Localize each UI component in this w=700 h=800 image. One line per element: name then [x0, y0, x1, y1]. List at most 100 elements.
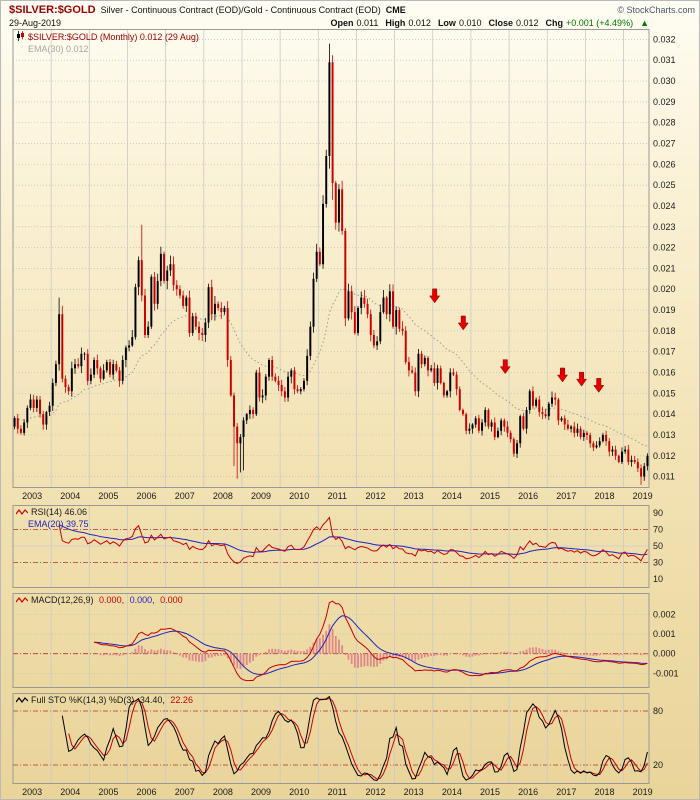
svg-text:0.024: 0.024: [653, 201, 676, 211]
svg-text:-0.001: -0.001: [653, 668, 679, 678]
svg-text:0.012: 0.012: [653, 451, 676, 461]
svg-text:2003: 2003: [22, 491, 42, 501]
svg-text:2006: 2006: [137, 787, 157, 797]
svg-text:2005: 2005: [98, 787, 118, 797]
svg-text:2009: 2009: [251, 491, 271, 501]
close-label: Close: [488, 18, 513, 28]
svg-text:2010: 2010: [289, 491, 309, 501]
svg-text:2005: 2005: [98, 491, 118, 501]
svg-text:2004: 2004: [60, 491, 80, 501]
macd-value-1: 0.000,: [99, 595, 125, 605]
svg-text:2012: 2012: [366, 491, 386, 501]
svg-text:2013: 2013: [404, 491, 424, 501]
chg-label: Chg: [545, 18, 564, 28]
svg-text:0.001: 0.001: [653, 629, 676, 639]
svg-text:2010: 2010: [289, 787, 309, 797]
svg-text:0.020: 0.020: [653, 284, 676, 294]
svg-text:10: 10: [653, 574, 663, 584]
svg-text:2014: 2014: [442, 491, 462, 501]
symbol-description: Silver - Continuous Contract (EOD)/Gold …: [100, 5, 381, 15]
low-value: 0.010: [458, 18, 482, 28]
svg-text:2006: 2006: [137, 491, 157, 501]
svg-text:20: 20: [653, 760, 663, 770]
rsi-legend: RSI(14) 46.06 EMA(20) 39.75: [15, 507, 89, 530]
rsi-legend-title: RSI(14) 46.06: [31, 507, 88, 517]
svg-text:2009: 2009: [251, 787, 271, 797]
svg-text:2012: 2012: [366, 787, 386, 797]
svg-text:2017: 2017: [556, 491, 576, 501]
rsi-line-icon: [15, 508, 29, 519]
open-label: Open: [330, 18, 354, 28]
macd-value-2: 0.000,: [129, 595, 155, 605]
svg-text:0.002: 0.002: [653, 610, 676, 620]
svg-text:0.031: 0.031: [653, 55, 676, 65]
svg-text:2014: 2014: [442, 787, 462, 797]
svg-text:2018: 2018: [594, 491, 614, 501]
rsi-ema-legend: EMA(20) 39.75: [28, 519, 89, 529]
svg-text:2003: 2003: [22, 787, 42, 797]
macd-panel: 0.002 0.001 0.000 -0.001: [12, 593, 679, 688]
svg-text:0.027: 0.027: [653, 139, 676, 149]
svg-text:0.021: 0.021: [653, 263, 676, 273]
svg-text:0.029: 0.029: [653, 97, 676, 107]
stochastic-panel: 2003 2004 2005 2006 2007 2008 2009 2010 2011 2012…: [12, 693, 663, 797]
svg-text:0.000: 0.000: [653, 649, 676, 659]
stochastic-k-value: 34.40,: [139, 695, 165, 705]
svg-text:0.032: 0.032: [653, 34, 676, 44]
svg-text:70: 70: [653, 525, 663, 535]
svg-text:2008: 2008: [213, 491, 233, 501]
ohlc-quote: Open 0.011 High 0.012 Low 0.010 Close 0.…: [331, 18, 649, 28]
svg-text:2011: 2011: [328, 491, 347, 501]
svg-text:0.019: 0.019: [653, 305, 676, 315]
svg-text:2019: 2019: [633, 491, 653, 501]
svg-text:30: 30: [653, 557, 663, 567]
svg-text:2008: 2008: [213, 787, 233, 797]
price-legend-title: $SILVER:$GOLD (Monthly) 0.012 (29 Aug): [28, 32, 199, 42]
ema30-legend: EMA(30) 0.012: [28, 44, 89, 54]
exchange-label: CME: [385, 5, 406, 15]
svg-text:2018: 2018: [594, 787, 614, 797]
price-legend: $SILVER:$GOLD (Monthly) 0.012 (29 Aug) E…: [16, 31, 199, 55]
svg-text:0.014: 0.014: [653, 409, 676, 419]
stochastic-legend: Full STO %K(14,3) %D(3) 34.40, 22.26: [15, 695, 193, 707]
svg-text:0.025: 0.025: [653, 180, 676, 190]
high-value: 0.012: [408, 18, 431, 28]
svg-text:0.013: 0.013: [653, 430, 676, 440]
svg-text:2017: 2017: [556, 787, 576, 797]
chg-up-arrow: ▲: [640, 18, 649, 28]
svg-text:2011: 2011: [328, 787, 347, 797]
chart-header: $SILVER:$GOLD Silver - Continuous Contra…: [9, 4, 695, 16]
svg-text:90: 90: [653, 508, 663, 518]
high-label: High: [385, 18, 406, 28]
svg-text:2004: 2004: [60, 787, 80, 797]
svg-text:2016: 2016: [518, 787, 538, 797]
chg-value: +0.001 (+4.49%): [566, 18, 634, 28]
symbol-title: $SILVER:$GOLD: [9, 4, 96, 16]
svg-text:0.022: 0.022: [653, 243, 676, 253]
svg-text:80: 80: [653, 706, 663, 716]
svg-text:2019: 2019: [633, 787, 653, 797]
rsi-panel: 90 70 50 30 10: [12, 505, 663, 588]
close-value: 0.012: [515, 18, 539, 28]
svg-text:0.017: 0.017: [653, 347, 676, 357]
quote-row: 29-Aug-2019 Open 0.011 High 0.012 Low 0.…: [9, 18, 649, 28]
macd-line-icon: [15, 596, 29, 607]
stochastic-line-icon: [15, 696, 29, 707]
macd-legend-label: MACD(12,26,9): [31, 595, 94, 605]
macd-legend: MACD(12,26,9) 0.000, 0.000, 0.000: [15, 595, 183, 607]
svg-text:2016: 2016: [518, 491, 538, 501]
open-value: 0.011: [356, 18, 379, 28]
stochastic-legend-label: Full STO %K(14,3) %D(3): [31, 695, 135, 705]
svg-text:2013: 2013: [404, 787, 424, 797]
svg-text:0.030: 0.030: [653, 76, 676, 86]
svg-text:0.015: 0.015: [653, 388, 676, 398]
svg-text:0.026: 0.026: [653, 159, 676, 169]
svg-text:0.011: 0.011: [653, 472, 675, 482]
svg-text:0.028: 0.028: [653, 118, 676, 128]
svg-text:0.018: 0.018: [653, 326, 676, 336]
svg-text:2007: 2007: [175, 491, 195, 501]
chart-date: 29-Aug-2019: [9, 18, 62, 28]
macd-value-3: 0.000: [160, 595, 183, 605]
stochastic-d-value: 22.26: [170, 695, 193, 705]
